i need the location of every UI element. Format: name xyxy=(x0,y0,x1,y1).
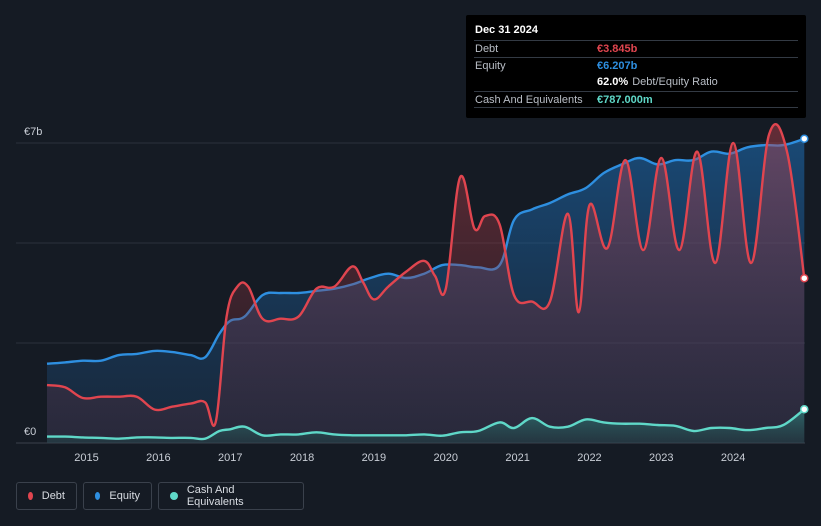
x-tick-label: 2018 xyxy=(290,452,314,464)
legend-debt-label: Debt xyxy=(41,490,65,502)
debt-area xyxy=(47,124,805,444)
x-tick-label: 2024 xyxy=(721,452,745,464)
tooltip-row-equity: Equity €6.207b xyxy=(474,57,798,74)
tooltip-cash-label: Cash And Equivalents xyxy=(475,94,583,106)
tooltip-date: Dec 31 2024 xyxy=(475,24,538,36)
dot-icon xyxy=(170,492,178,500)
tooltip-row-ratio: 62.0% Debt/Equity Ratio xyxy=(474,74,798,91)
tooltip-ratio-text: Debt/Equity Ratio xyxy=(632,76,718,88)
x-tick-label: 2019 xyxy=(362,452,386,464)
dot-icon xyxy=(28,492,33,500)
axis-layer: €7b €0 2015 2016 2017 2018 2019 2020 2021 2022 202… xyxy=(24,126,745,464)
tooltip-debt-value: €3.845b xyxy=(597,43,638,55)
debt-line xyxy=(46,123,806,427)
tooltip-ratio-value: 62.0% xyxy=(597,76,629,88)
cash-and-equivalents-area xyxy=(47,409,805,443)
legend-item-debt[interactable]: Debt xyxy=(16,482,77,510)
cash-and-equivalents-end-marker xyxy=(800,405,809,414)
legend-item-equity[interactable]: Equity xyxy=(83,482,152,510)
x-tick-label: 2020 xyxy=(434,452,458,464)
tooltip-debt-label: Debt xyxy=(475,43,499,55)
legend-cash-label: Cash And Equivalents xyxy=(186,484,244,508)
x-tick-label: 2015 xyxy=(74,452,98,464)
dot-icon xyxy=(95,492,101,500)
series-layer xyxy=(46,123,809,444)
tooltip-row-debt: Debt €3.845b xyxy=(474,40,798,57)
debt-end-marker xyxy=(800,273,809,283)
cash-and-equivalents-line xyxy=(46,408,806,441)
x-tick-label: 2022 xyxy=(577,452,601,464)
tooltip-equity-value: €6.207b xyxy=(597,60,638,72)
legend-item-cash[interactable]: Cash And Equivalents xyxy=(158,482,304,510)
tooltip-row-cash: Cash And Equivalents €787.000m xyxy=(474,91,798,108)
x-tick-label: 2016 xyxy=(146,452,170,464)
tooltip-cash-value: €787.000m xyxy=(597,94,653,106)
y-tick-label: €0 xyxy=(24,426,36,438)
tooltip-panel: Dec 31 2024 Debt €3.845b Equity €6.207b … xyxy=(466,15,806,118)
x-tick-label: 2021 xyxy=(505,452,529,464)
equity-end-marker xyxy=(800,134,809,143)
tooltip-equity-label: Equity xyxy=(475,60,506,72)
x-tick-label: 2017 xyxy=(218,452,242,464)
y-tick-label: €7b xyxy=(24,126,42,138)
legend-equity-label: Equity xyxy=(109,490,140,502)
x-tick-label: 2023 xyxy=(649,452,673,464)
